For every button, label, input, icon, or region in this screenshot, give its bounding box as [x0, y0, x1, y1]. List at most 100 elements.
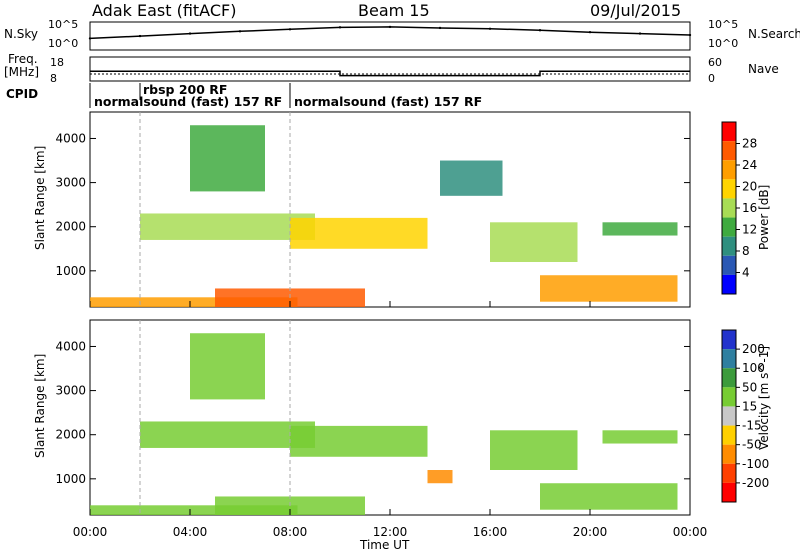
- noise-tick-bottom: 10^0: [48, 37, 78, 50]
- colorbar-tick-label: -200: [742, 476, 769, 490]
- heatmap-band: [190, 333, 265, 400]
- heatmap-band: [90, 297, 298, 307]
- x-tick-label: 04:00: [173, 525, 208, 539]
- colorbar-frame: [721, 329, 737, 503]
- nsky-point: [438, 26, 442, 30]
- colorbar-swatch: [722, 198, 736, 218]
- cpid-mode-rbsp: rbsp 200 RF: [143, 82, 227, 97]
- y-tick-label: 2000: [55, 428, 86, 442]
- colorbar-swatch: [722, 141, 736, 161]
- colorbar-swatch: [722, 160, 736, 180]
- freq-tick-bottom: 8: [50, 72, 57, 85]
- freq-tick-top: 18: [50, 56, 64, 69]
- colorbar-swatch: [722, 217, 736, 237]
- x-tick-label: 08:00: [273, 525, 308, 539]
- velocity-colorbar-title: Velocity [m s^-1]: [757, 346, 771, 450]
- freq-line: [90, 70, 690, 77]
- power-axis: 1000 2000 3000 4000: [55, 112, 690, 307]
- nave-tick-top: 60: [708, 56, 722, 69]
- heatmap-band: [140, 421, 315, 448]
- nsky-point: [288, 28, 292, 31]
- date-label: 09/Jul/2015: [590, 1, 681, 20]
- nsky-point: [138, 34, 142, 38]
- freq-series: [90, 70, 690, 77]
- y-tick-label: 3000: [55, 176, 86, 190]
- nsky-point: [188, 32, 192, 35]
- heatmap-band: [602, 430, 678, 444]
- colorbar-tick-label: 4: [742, 266, 750, 280]
- colorbar-swatch: [722, 330, 736, 350]
- colorbar-tick-label: -50: [742, 438, 762, 452]
- heatmap-band: [440, 160, 503, 196]
- radar-title: Adak East (fitACF): [92, 1, 236, 20]
- nsky-point: [638, 32, 642, 35]
- heatmap-band: [427, 470, 453, 484]
- velocity-heatmap: [90, 333, 678, 515]
- velocity-ylabel: Slant Range [km]: [33, 354, 47, 458]
- heatmap-band: [290, 217, 428, 249]
- colorbar-tick-label: -100: [742, 457, 769, 471]
- heatmap-band: [140, 213, 315, 240]
- colorbar-swatch: [722, 349, 736, 369]
- noise-tick-top: 10^5: [48, 18, 78, 31]
- nsky-point: [88, 37, 92, 40]
- colorbar-tick-label: 20: [742, 180, 757, 194]
- x-tick-label: 00:00: [73, 525, 108, 539]
- power-colorbar-title: Power [dB]: [757, 185, 771, 250]
- nsky-line: [89, 26, 691, 40]
- heatmap-band: [490, 430, 578, 470]
- colorbar-swatch: [722, 368, 736, 388]
- nsky-point: [588, 30, 592, 34]
- heatmap-band: [540, 275, 678, 302]
- nsky-point: [338, 26, 342, 29]
- colorbar-swatch: [722, 482, 736, 502]
- colorbar-swatch: [722, 463, 736, 483]
- colorbar-swatch: [722, 236, 736, 256]
- velocity-colorbar: 200 100 50 15 -15 -50 -100 -200: [721, 329, 769, 503]
- colorbar-swatch: [722, 255, 736, 275]
- colorbar-swatch: [722, 179, 736, 199]
- power-ylabel: Slant Range [km]: [33, 146, 47, 250]
- x-tick-label: 00:00: [673, 525, 708, 539]
- heatmap-band: [540, 483, 678, 510]
- noise-series: [88, 25, 692, 40]
- colorbar-tick-label: 12: [742, 223, 757, 237]
- velocity-axis: 1000 2000 3000 4000: [55, 320, 690, 515]
- y-tick-label: 4000: [55, 339, 86, 353]
- power-colorbar: 28 24 20 16 12 8 4: [721, 121, 757, 295]
- nsearch-label: N.Search: [748, 27, 800, 41]
- colorbar-tick-label: 50: [742, 380, 757, 394]
- colorbar-tick-label: -15: [742, 419, 762, 433]
- colorbar-swatch: [722, 444, 736, 464]
- noise-tick-bottom-right: 10^0: [708, 37, 738, 50]
- nsky-point: [488, 27, 492, 30]
- colorbar-tick-label: 200: [742, 342, 765, 356]
- colorbar-tick-label: 8: [742, 244, 750, 258]
- beam-label: Beam 15: [358, 1, 430, 20]
- colorbar-tick-label: 16: [742, 201, 757, 215]
- x-tick-label: 12:00: [373, 525, 408, 539]
- cpid-mode-normalsound-1: normalsound (fast) 157 RF: [94, 94, 282, 109]
- colorbar-swatch: [722, 274, 736, 294]
- nsky-point: [238, 30, 242, 33]
- nave-tick-bottom: 0: [708, 72, 715, 85]
- y-tick-label: 2000: [55, 220, 86, 234]
- cpid-label: CPID: [6, 87, 38, 101]
- nave-label: Nave: [748, 62, 779, 76]
- colorbar-tick-label: 28: [742, 137, 757, 151]
- freq-panel-frame: [89, 56, 691, 82]
- colorbar-tick-label: 100: [742, 361, 765, 375]
- y-tick-label: 4000: [55, 131, 86, 145]
- nsky-point: [538, 29, 542, 32]
- colorbar-swatch: [722, 406, 736, 426]
- noise-tick-top-right: 10^5: [708, 18, 738, 31]
- nsky-point: [688, 33, 692, 37]
- time-axis-label: Time UT: [359, 538, 410, 552]
- y-tick-label: 3000: [55, 384, 86, 398]
- colorbar-tick-label: 24: [742, 158, 757, 172]
- cpid-mode-normalsound-2: normalsound (fast) 157 RF: [294, 94, 482, 109]
- colorbar-swatch: [722, 425, 736, 445]
- x-tick-label: 16:00: [473, 525, 508, 539]
- heatmap-band: [602, 222, 678, 236]
